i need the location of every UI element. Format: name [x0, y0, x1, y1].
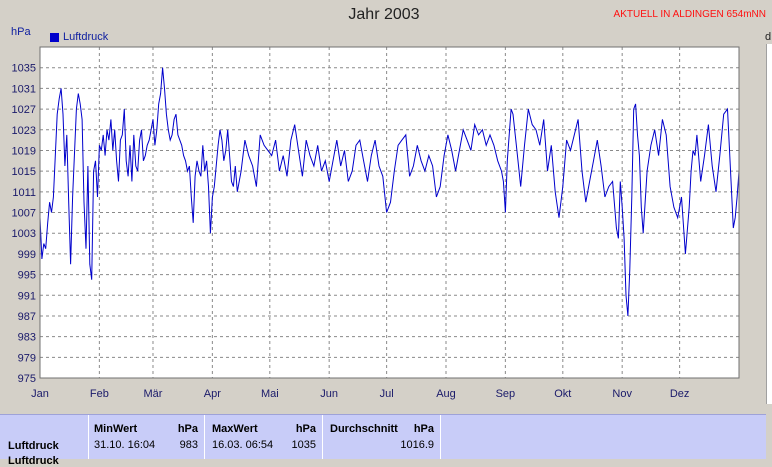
y-tick-label: 975	[18, 373, 36, 385]
y-unit-label: hPa	[11, 26, 31, 38]
max-date: 16.03. 06:54	[212, 439, 274, 451]
y-tick-label: 1035	[12, 63, 36, 75]
y-tick-label: 983	[18, 332, 36, 344]
y-tick-label: 995	[18, 270, 36, 282]
series-line-luftdruck	[39, 67, 740, 316]
pressure-chart: 975 979 983 987 991 995 999 1003 1007 1011 1015 101…	[12, 46, 740, 400]
stats-next-row-label: Luftdruck	[8, 455, 59, 467]
y-tick-label: 1027	[12, 104, 36, 116]
avg-value: 1016.9	[400, 439, 434, 451]
min-date: 31.10. 16:04	[94, 439, 156, 451]
x-tick-label: Jun	[320, 388, 338, 400]
y-tick-label: 991	[18, 290, 36, 302]
y-tick-label: 1007	[12, 208, 36, 220]
stats-table: Luftdruck MinWert hPa 31.10. 16:04 983 M…	[0, 414, 766, 467]
stats-row-label: Luftdruck	[8, 440, 59, 452]
right-scrollbar[interactable]	[766, 44, 772, 404]
y-tick-labels: 975 979 983 987 991 995 999 1003 1007 1011 1015 101…	[12, 63, 36, 385]
min-unit: hPa	[177, 423, 198, 435]
x-tick-label: Feb	[90, 388, 109, 400]
x-tick-label: Mai	[261, 388, 279, 400]
y-tick-label: 1011	[12, 187, 36, 199]
plot-frame	[39, 46, 740, 379]
max-unit: hPa	[295, 423, 316, 435]
legend-label: Luftdruck	[63, 31, 109, 43]
right-edge-label: d	[765, 31, 772, 43]
x-tick-label: Sep	[496, 388, 516, 400]
min-value: 983	[179, 439, 198, 451]
stats-max-cell: MaxWert hPa 16.03. 06:54 1035	[205, 415, 323, 459]
stats-min-cell: MinWert hPa 31.10. 16:04 983	[89, 415, 205, 459]
y-tick-label: 1031	[12, 83, 36, 95]
legend: Luftdruck	[50, 31, 108, 43]
y-tick-label: 1003	[12, 228, 36, 240]
y-tick-label: 979	[18, 352, 36, 364]
stats-label-cell: Luftdruck	[0, 415, 89, 459]
x-tick-labels: Jan Feb Mär Apr Mai Jun Jul Aug Sep Okt Nov Dez	[31, 388, 689, 400]
legend-swatch	[50, 32, 59, 42]
y-tick-label: 1019	[12, 145, 36, 157]
x-tick-label: Jan	[31, 388, 49, 400]
y-tick-label: 1023	[12, 125, 36, 137]
x-tick-label: Okt	[554, 388, 571, 400]
max-value: 1035	[291, 439, 316, 451]
x-tick-label: Aug	[436, 388, 456, 400]
stats-avg-cell: Durchschnitt hPa 1016.9	[323, 415, 441, 459]
min-header: MinWert	[94, 423, 138, 435]
y-tick-label: 987	[18, 311, 36, 323]
max-header: MaxWert	[212, 423, 258, 435]
live-link[interactable]: AKTUELL IN ALDINGEN 654mNN	[613, 9, 766, 20]
x-tick-label: Dez	[670, 388, 690, 400]
avg-header: Durchschnitt	[330, 423, 398, 435]
y-tick-label: 1015	[12, 166, 36, 178]
chart-title: Jahr 2003	[348, 6, 420, 23]
x-tick-label: Nov	[612, 388, 632, 400]
grid-vertical	[98, 47, 681, 378]
x-tick-label: Mär	[144, 388, 163, 400]
x-tick-label: Apr	[204, 388, 221, 400]
x-tick-label: Jul	[380, 388, 394, 400]
y-tick-label: 999	[18, 249, 36, 261]
avg-unit: hPa	[413, 423, 434, 435]
